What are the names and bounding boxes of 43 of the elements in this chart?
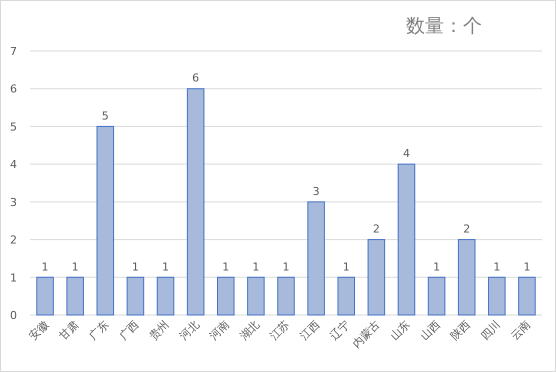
data-label: 2 — [372, 222, 380, 236]
data-label: 2 — [463, 222, 470, 236]
x-tick-label: 广东 — [86, 318, 112, 343]
x-tick-label: 山西 — [418, 318, 443, 343]
y-tick-label: 1 — [10, 271, 17, 284]
x-tick-label: 河北 — [177, 318, 202, 343]
data-label: 6 — [192, 72, 200, 85]
x-tick-label: 陕西 — [448, 318, 473, 343]
data-label: 1 — [252, 260, 260, 274]
x-tick-label: 安徽 — [26, 318, 52, 343]
data-label: 5 — [102, 109, 109, 122]
data-label: 1 — [42, 260, 49, 274]
y-tick-label: 7 — [10, 45, 17, 58]
y-tick-label: 6 — [10, 82, 17, 96]
x-tick-label: 甘肃 — [56, 318, 82, 343]
data-label: 4 — [402, 147, 410, 160]
data-label: 1 — [342, 260, 350, 274]
x-tick-label: 河南 — [207, 318, 232, 343]
data-label: 1 — [132, 260, 139, 274]
x-tick-label: 广西 — [116, 318, 142, 343]
x-tick-label: 江西 — [297, 318, 322, 343]
chart-title: 数量：个 — [406, 15, 482, 37]
y-tick-label: 2 — [10, 234, 17, 247]
y-tick-label: 5 — [10, 120, 17, 134]
x-tick-label: 山东 — [388, 318, 413, 343]
data-label: 1 — [433, 260, 440, 274]
x-tick-label: 四川 — [478, 318, 503, 343]
x-tick-label: 湖北 — [237, 318, 262, 343]
x-tick-label: 内蒙古 — [350, 318, 382, 350]
data-label: 1 — [162, 260, 170, 274]
x-tick-label: 云南 — [508, 318, 534, 343]
y-tick-label: 3 — [10, 196, 17, 209]
x-tick-label: 辽宁 — [328, 318, 352, 343]
data-label: 1 — [523, 260, 530, 274]
y-tick-label: 0 — [10, 309, 17, 322]
x-tick-label: 江苏 — [267, 318, 292, 343]
data-label: 1 — [282, 260, 290, 274]
y-tick-label: 4 — [10, 158, 17, 172]
data-label: 1 — [493, 260, 500, 274]
data-label: 3 — [312, 184, 320, 198]
x-tick-label: 贵州 — [146, 318, 172, 343]
data-label: 1 — [222, 260, 230, 274]
data-label: 1 — [72, 260, 79, 274]
